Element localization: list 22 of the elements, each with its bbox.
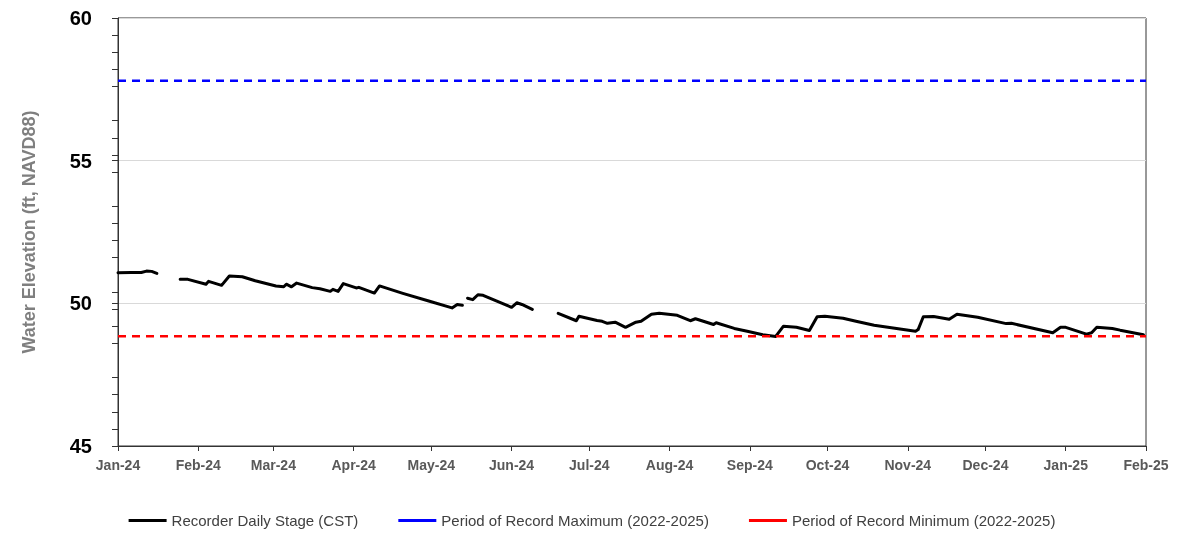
x-tick-label: Mar-24 — [250, 457, 297, 473]
x-tick-label: Feb-25 — [1123, 457, 1169, 473]
x-tick-label: Jan-25 — [1043, 457, 1089, 473]
x-tick-label: Jan-24 — [95, 457, 141, 473]
legend-label: Period of Record Minimum (2022-2025) — [791, 512, 1056, 529]
x-tick-label: Dec-24 — [962, 457, 1009, 473]
y-tick-label: 45 — [69, 435, 92, 457]
x-tick-label: Oct-24 — [805, 457, 850, 473]
y-axis-title: Water Elevation (ft, NAVD88) — [19, 110, 39, 354]
x-tick-label: Nov-24 — [884, 457, 932, 473]
x-tick-label: Feb-24 — [175, 457, 222, 473]
y-tick-label: 50 — [69, 292, 92, 315]
x-tick-label: Jul-24 — [569, 457, 610, 473]
x-tick-label: Apr-24 — [331, 457, 377, 473]
x-tick-label: Aug-24 — [645, 457, 694, 473]
x-tick-label: Jun-24 — [489, 457, 535, 473]
y-tick-label: 60 — [69, 7, 92, 29]
x-tick-label: May-24 — [407, 457, 456, 473]
y-tick-label: 55 — [69, 149, 92, 172]
legend-label: Recorder Daily Stage (CST) — [171, 512, 359, 529]
legend-label: Period of Record Maximum (2022-2025) — [441, 512, 709, 529]
x-tick-label: Sep-24 — [726, 457, 773, 473]
